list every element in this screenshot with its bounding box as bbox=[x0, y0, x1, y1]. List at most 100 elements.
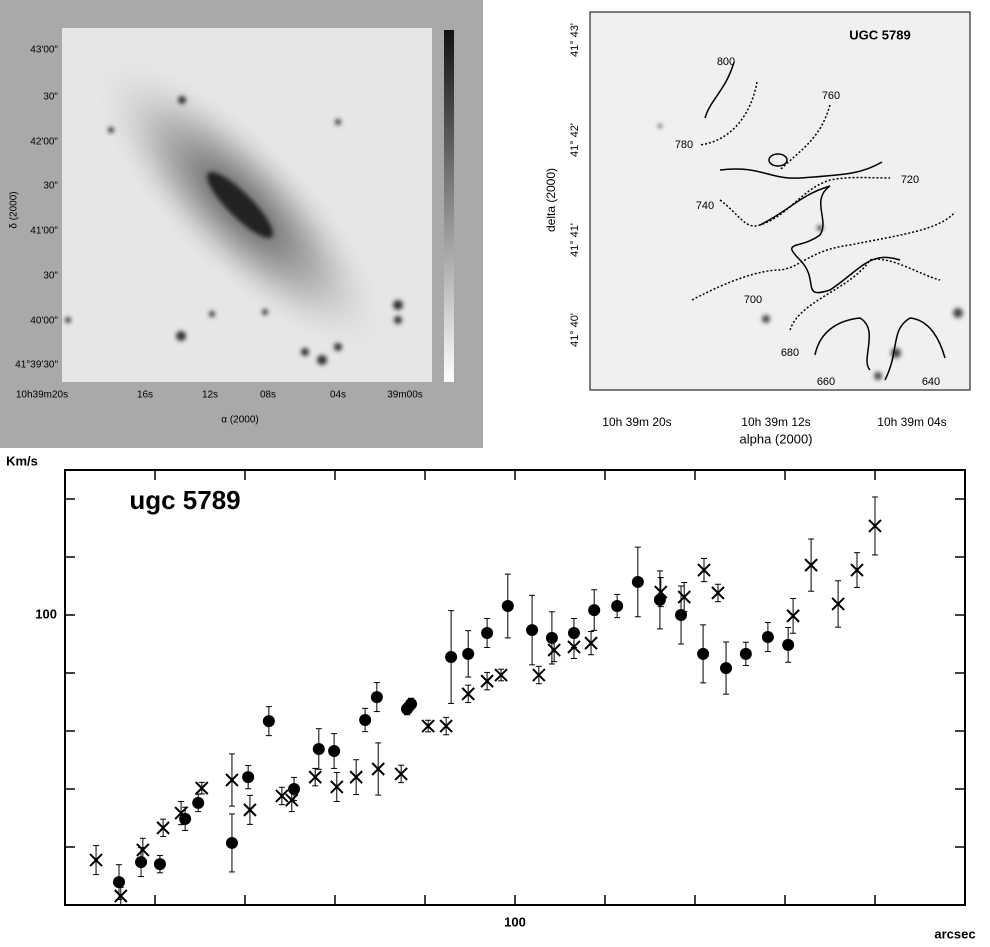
contour-label: 800 bbox=[717, 56, 735, 68]
y-tick-label: 41° 42' bbox=[569, 123, 581, 157]
point bbox=[192, 796, 205, 809]
right-panel: UGC 5789 800 780 760 740 720 700 680 660… bbox=[544, 11, 971, 446]
point bbox=[831, 597, 845, 611]
point bbox=[547, 643, 561, 657]
point bbox=[782, 638, 795, 651]
point bbox=[786, 609, 800, 623]
left-labels: 43'00" 30" 42'00" 30" 41'00" 30" 40'00" … bbox=[9, 45, 423, 426]
contour-label: 640 bbox=[922, 376, 940, 388]
point bbox=[677, 590, 691, 604]
point bbox=[371, 762, 385, 776]
contour-label: 680 bbox=[781, 347, 799, 359]
point bbox=[697, 647, 710, 660]
galaxy-core bbox=[207, 172, 273, 238]
x-tick-label: 04s bbox=[330, 390, 346, 401]
point bbox=[359, 713, 372, 726]
contour-label: 760 bbox=[822, 90, 840, 102]
contour-label: 660 bbox=[817, 376, 835, 388]
point bbox=[761, 631, 774, 644]
panel-title: UGC 5789 bbox=[849, 27, 910, 42]
point bbox=[312, 742, 325, 755]
point bbox=[89, 853, 103, 867]
left-panel: 43'00" 30" 42'00" 30" 41'00" 30" 40'00" … bbox=[0, 0, 483, 448]
x-tick-label: 10h 39m 12s bbox=[741, 415, 810, 429]
point bbox=[421, 719, 435, 733]
point bbox=[243, 803, 257, 817]
rotation-curve: ugc 5789 Km/s arcsec 100 100 bbox=[6, 453, 976, 941]
y-tick-label: 41°39'30" bbox=[15, 360, 58, 371]
point bbox=[481, 626, 494, 639]
point bbox=[461, 687, 475, 701]
point bbox=[501, 600, 514, 613]
x-tick-label: 39m00s bbox=[387, 390, 423, 401]
point bbox=[654, 585, 668, 599]
point bbox=[405, 698, 418, 711]
point bbox=[462, 647, 475, 660]
x-tick-label: 08s bbox=[260, 390, 276, 401]
point bbox=[711, 586, 725, 600]
point bbox=[174, 806, 188, 820]
y-tick-label: 40'00" bbox=[30, 316, 58, 327]
point bbox=[804, 558, 818, 572]
point bbox=[567, 626, 580, 639]
point bbox=[739, 647, 752, 660]
y-axis-label: Km/s bbox=[6, 453, 38, 468]
point bbox=[850, 563, 864, 577]
point bbox=[153, 858, 166, 871]
y-tick-label: 30" bbox=[43, 181, 58, 192]
point bbox=[136, 843, 150, 857]
point bbox=[275, 789, 289, 803]
y-tick-label: 42'00" bbox=[30, 137, 58, 148]
x-tick-label: 100 bbox=[504, 914, 526, 929]
point bbox=[179, 812, 192, 825]
x-tick-label: 10h39m20s bbox=[16, 390, 68, 401]
y-tick-label: 100 bbox=[35, 606, 57, 621]
contours bbox=[691, 61, 956, 381]
y-tick-label: 43'00" bbox=[30, 45, 58, 56]
x-tick-label: 10h 39m 04s bbox=[877, 415, 946, 429]
contour-label: 740 bbox=[696, 200, 714, 212]
contour-label: 700 bbox=[744, 294, 762, 306]
right-labels: UGC 5789 800 780 760 740 720 700 680 660… bbox=[544, 23, 947, 446]
point bbox=[370, 691, 383, 704]
point bbox=[308, 770, 322, 784]
point bbox=[675, 609, 688, 621]
point bbox=[526, 624, 539, 637]
point bbox=[195, 781, 209, 795]
y-tick-label: 30" bbox=[43, 92, 58, 103]
point bbox=[584, 636, 598, 650]
point bbox=[588, 604, 601, 617]
y-tick-label: 30" bbox=[43, 271, 58, 282]
x-tick-label: 16s bbox=[137, 390, 153, 401]
y-axis-label: delta (2000) bbox=[544, 168, 558, 232]
y-tick-label: 41° 43' bbox=[569, 23, 581, 57]
stars bbox=[65, 96, 403, 365]
point bbox=[225, 836, 238, 849]
point bbox=[114, 889, 128, 903]
point bbox=[494, 668, 508, 682]
point bbox=[445, 651, 458, 664]
point bbox=[225, 773, 239, 787]
point bbox=[349, 770, 363, 784]
stars bbox=[658, 124, 963, 380]
image bbox=[589, 11, 971, 391]
point bbox=[480, 674, 494, 688]
point bbox=[567, 640, 581, 654]
x-axis-label: arcsec bbox=[934, 926, 975, 941]
y-tick-label: 41'00" bbox=[30, 226, 58, 237]
point bbox=[611, 600, 624, 613]
plot-frame bbox=[64, 469, 966, 906]
point bbox=[697, 563, 711, 577]
point bbox=[328, 745, 341, 758]
point bbox=[242, 771, 255, 784]
point bbox=[439, 719, 453, 733]
point bbox=[545, 631, 558, 644]
y-tick-label: 41° 40' bbox=[569, 313, 581, 347]
x-axis-label: alpha (2000) bbox=[740, 431, 813, 446]
point bbox=[394, 767, 408, 781]
x-tick-label: 12s bbox=[202, 390, 218, 401]
colorbar bbox=[444, 30, 454, 382]
point bbox=[532, 668, 546, 682]
point bbox=[135, 856, 148, 869]
